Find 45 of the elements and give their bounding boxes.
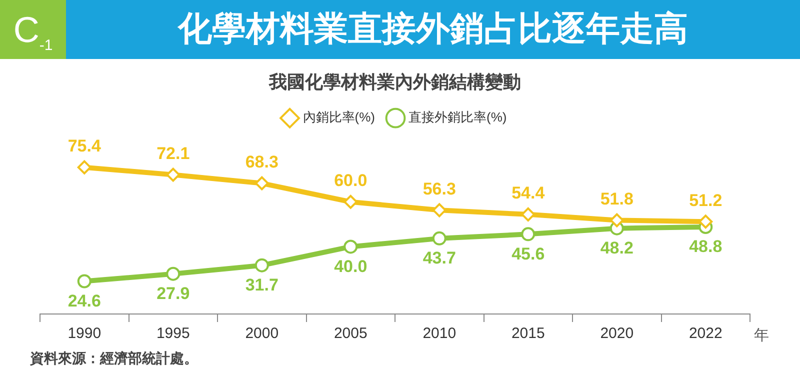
point xyxy=(521,227,536,242)
x-tick-label: 2015 xyxy=(511,325,545,342)
point xyxy=(521,207,536,222)
point xyxy=(77,274,92,288)
chart-title: 化學材料業直接外銷占比逐年走高 xyxy=(176,9,689,50)
data-label: 31.7 xyxy=(245,276,278,295)
x-tick-label: 2022 xyxy=(688,325,722,342)
point xyxy=(698,214,713,229)
data-label: 56.3 xyxy=(422,179,456,198)
data-label: 27.9 xyxy=(156,284,190,304)
point xyxy=(254,258,269,272)
data-label: 45.6 xyxy=(512,244,545,264)
x-tick-label: 2005 xyxy=(334,325,368,342)
point xyxy=(166,266,180,281)
data-label: 72.1 xyxy=(156,144,190,163)
point xyxy=(432,203,446,218)
data-label: 48.8 xyxy=(689,237,722,256)
data-label: 24.6 xyxy=(68,291,101,310)
x-tick-label: 2010 xyxy=(422,325,456,342)
text: C$_{-1}$ xyxy=(0,0,66,59)
data-label: 48.2 xyxy=(600,238,634,258)
data-label: 60.0 xyxy=(334,171,368,190)
data-label: 40.0 xyxy=(334,256,368,276)
point xyxy=(344,240,358,254)
x-tick-label: 1990 xyxy=(68,325,102,342)
data-label: 51.8 xyxy=(600,189,634,208)
data-label: 54.4 xyxy=(512,184,546,203)
legend-label: 直接外銷比率(%) xyxy=(408,110,507,125)
data-label: 68.3 xyxy=(245,152,278,172)
point xyxy=(254,176,269,190)
x-axis-title: 年 xyxy=(754,326,769,345)
point xyxy=(344,194,358,209)
x-tick-label: 2000 xyxy=(245,325,279,342)
legend-label: 內銷比率(%) xyxy=(302,110,375,125)
point xyxy=(610,213,624,228)
source-note: 資料來源：經濟部統計處。 xyxy=(30,350,198,368)
data-label: 43.7 xyxy=(422,248,456,268)
point xyxy=(166,168,180,182)
data-label: 51.2 xyxy=(689,190,722,210)
data-label: 75.4 xyxy=(68,136,102,156)
point xyxy=(432,231,446,246)
point xyxy=(77,160,92,174)
x-tick-label: 2020 xyxy=(600,325,634,342)
x-tick-label: 1995 xyxy=(156,325,190,342)
chart-subtitle: 我國化學材料業內外銷結構變動 xyxy=(268,72,521,92)
